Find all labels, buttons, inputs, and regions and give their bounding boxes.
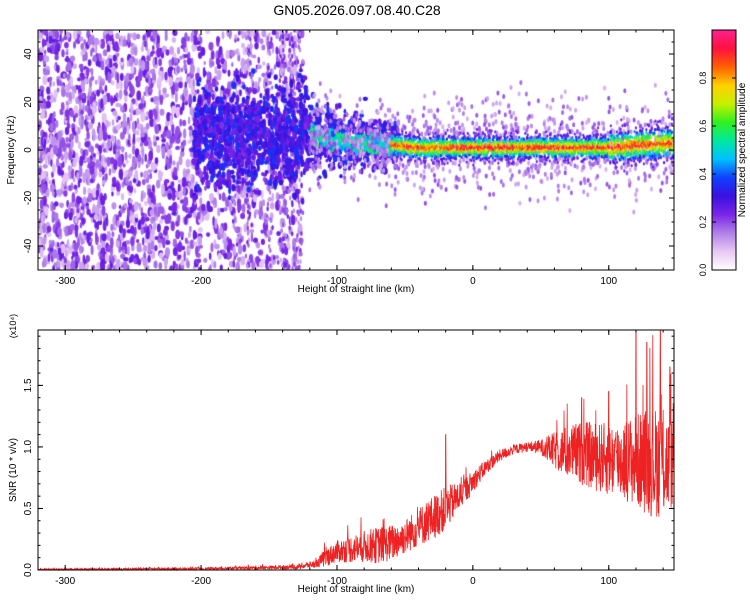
snr-frame: [37, 329, 675, 571]
y-tick-label: 0.5: [23, 501, 34, 515]
figure-title: GN05.2026.097.08.40.C28: [273, 2, 441, 18]
snr-panel: -300 -200 -100 0 100 0.0 0.5 1.0 1.5 Height of s…: [8, 314, 675, 595]
snr-ylabel: SNR (10 * v/v): [8, 438, 19, 502]
colorbar-tick-label: 0.0: [698, 264, 708, 277]
spectrogram-ylabel: Frequency (Hz): [6, 116, 17, 185]
y-tick-label: 0: [23, 147, 34, 153]
x-tick-label: -200: [191, 576, 211, 587]
colorbar-tick-label: 0.2: [698, 216, 708, 229]
x-tick-label: -100: [327, 276, 347, 287]
y-tick-label: 40: [23, 48, 34, 60]
colorbar: 0.0 0.2 0.4 0.6 0.8 Normalized spectral ampl…: [698, 29, 748, 277]
y-tick-label: -20: [23, 190, 34, 205]
colorbar-tick-label: 0.6: [698, 120, 708, 133]
y-tick-label: 20: [23, 96, 34, 108]
x-tick-label: 0: [470, 276, 476, 287]
y-tick-label: 1.5: [23, 378, 34, 392]
colorbar-label: Normalized spectral amplitude: [737, 82, 748, 217]
spectrogram-xlabel: Height of straight line (km): [298, 284, 415, 295]
x-tick-label: 0: [470, 576, 476, 587]
x-tick-label: 100: [600, 276, 617, 287]
snr-ticks: -300 -200 -100 0 100 0.0 0.5 1.0 1.5: [23, 330, 674, 587]
colorbar-gradient: [711, 29, 737, 271]
snr-multiplier: (x10⁴): [8, 314, 18, 338]
snr-line: [37, 329, 675, 572]
colorbar-tick-label: 0.4: [698, 168, 708, 181]
colorbar-ticks: 0.0 0.2 0.4 0.6 0.8: [698, 72, 736, 277]
snr-xlabel: Height of straight line (km): [298, 584, 415, 595]
x-tick-label: -300: [55, 276, 75, 287]
colorbar-tick-label: 0.8: [698, 72, 708, 85]
x-tick-label: 100: [600, 576, 617, 587]
y-tick-label: 0.0: [23, 563, 34, 577]
spectrogram-image: [38, 30, 674, 270]
y-tick-label: 1.0: [23, 440, 34, 454]
y-tick-label: -40: [23, 238, 34, 253]
x-tick-label: -200: [191, 276, 211, 287]
x-tick-label: -100: [327, 576, 347, 587]
x-tick-label: -300: [55, 576, 75, 587]
